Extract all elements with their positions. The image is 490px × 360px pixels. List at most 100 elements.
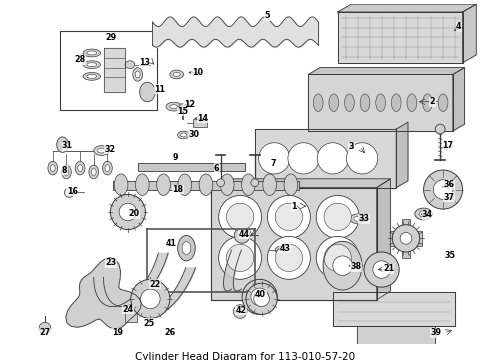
Ellipse shape <box>62 165 72 179</box>
Ellipse shape <box>89 165 98 179</box>
Circle shape <box>423 170 463 209</box>
Circle shape <box>324 203 351 230</box>
Ellipse shape <box>87 51 97 55</box>
Ellipse shape <box>329 94 339 112</box>
Bar <box>402 242 410 258</box>
Circle shape <box>217 179 224 186</box>
Ellipse shape <box>50 165 55 171</box>
Ellipse shape <box>91 168 96 175</box>
Text: 32: 32 <box>105 145 116 154</box>
Ellipse shape <box>178 174 192 195</box>
Text: Cylinder Head Diagram for 113-010-57-20: Cylinder Head Diagram for 113-010-57-20 <box>135 352 355 360</box>
Circle shape <box>268 195 310 238</box>
Ellipse shape <box>87 75 97 78</box>
Ellipse shape <box>199 174 213 195</box>
Bar <box>138 163 245 171</box>
Polygon shape <box>453 68 465 131</box>
Circle shape <box>219 237 262 279</box>
Text: 13: 13 <box>139 58 150 67</box>
Text: 17: 17 <box>442 141 453 150</box>
Circle shape <box>346 143 378 174</box>
Text: 39: 39 <box>431 328 442 337</box>
Bar <box>193 119 207 127</box>
Text: 29: 29 <box>106 33 117 42</box>
Ellipse shape <box>157 174 171 195</box>
Ellipse shape <box>105 165 110 171</box>
Text: 1: 1 <box>291 202 296 211</box>
Text: 22: 22 <box>149 280 161 289</box>
Ellipse shape <box>422 94 432 112</box>
Polygon shape <box>211 179 391 188</box>
Ellipse shape <box>98 148 105 153</box>
Ellipse shape <box>102 161 112 175</box>
Bar <box>60 31 157 109</box>
Text: 7: 7 <box>270 159 276 168</box>
Circle shape <box>435 124 445 134</box>
Text: 33: 33 <box>359 214 369 223</box>
Ellipse shape <box>135 71 140 78</box>
Ellipse shape <box>263 174 276 195</box>
Text: 25: 25 <box>144 319 155 328</box>
Text: 35: 35 <box>444 251 455 260</box>
Polygon shape <box>396 122 408 188</box>
Bar <box>391 230 398 246</box>
Ellipse shape <box>360 94 370 112</box>
Polygon shape <box>338 12 463 63</box>
Text: 42: 42 <box>236 306 246 315</box>
Text: 41: 41 <box>165 239 176 248</box>
Ellipse shape <box>376 94 386 112</box>
Ellipse shape <box>181 133 187 137</box>
Ellipse shape <box>75 161 85 175</box>
Ellipse shape <box>48 161 58 175</box>
Ellipse shape <box>170 70 184 79</box>
Ellipse shape <box>173 72 180 76</box>
Circle shape <box>226 244 254 271</box>
Circle shape <box>251 288 269 306</box>
Bar <box>402 219 410 234</box>
Text: 8: 8 <box>62 166 67 175</box>
Ellipse shape <box>178 131 189 139</box>
Text: 40: 40 <box>255 291 266 300</box>
Ellipse shape <box>133 68 143 81</box>
Ellipse shape <box>87 63 97 67</box>
Ellipse shape <box>419 211 428 217</box>
Ellipse shape <box>166 102 182 111</box>
Text: 11: 11 <box>155 85 166 94</box>
Ellipse shape <box>125 61 135 68</box>
Text: 19: 19 <box>112 328 122 337</box>
Ellipse shape <box>344 94 354 112</box>
Polygon shape <box>463 4 476 63</box>
Circle shape <box>110 194 146 230</box>
Text: 26: 26 <box>164 328 175 337</box>
Ellipse shape <box>354 216 361 221</box>
Ellipse shape <box>275 246 287 254</box>
Circle shape <box>288 143 319 174</box>
Text: 44: 44 <box>239 230 249 239</box>
Text: 18: 18 <box>172 185 183 194</box>
Text: 15: 15 <box>177 107 188 116</box>
Circle shape <box>141 289 160 309</box>
Ellipse shape <box>135 174 149 195</box>
Circle shape <box>373 261 391 278</box>
Circle shape <box>324 244 351 271</box>
Circle shape <box>251 179 259 186</box>
Circle shape <box>364 252 399 287</box>
Circle shape <box>275 244 302 271</box>
Circle shape <box>233 305 247 318</box>
Ellipse shape <box>182 242 191 255</box>
Text: 28: 28 <box>74 55 86 64</box>
Text: 21: 21 <box>383 264 394 273</box>
Polygon shape <box>140 82 155 102</box>
Polygon shape <box>66 258 141 329</box>
Polygon shape <box>333 292 455 326</box>
Text: 6: 6 <box>214 163 220 172</box>
Text: 12: 12 <box>184 100 195 109</box>
Polygon shape <box>377 179 391 300</box>
Circle shape <box>39 322 51 334</box>
Circle shape <box>254 291 270 307</box>
Text: 27: 27 <box>39 328 50 337</box>
Polygon shape <box>57 137 69 152</box>
Circle shape <box>275 203 302 230</box>
Text: 9: 9 <box>173 153 178 162</box>
Ellipse shape <box>114 174 128 195</box>
